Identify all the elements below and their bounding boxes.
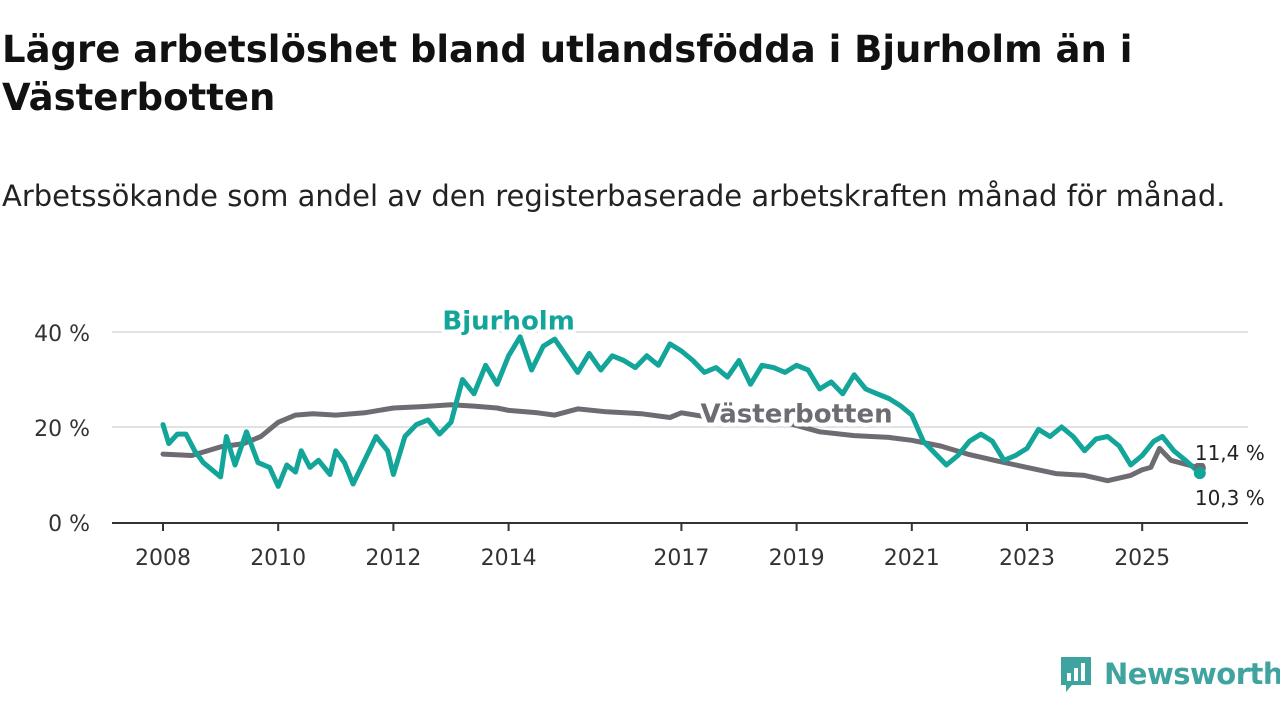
series-label-västerbotten: Västerbotten	[701, 399, 893, 429]
series-lines	[160, 334, 1206, 489]
end-label-halo: 11,4 %	[1195, 441, 1265, 465]
x-tick-label: 2025	[1114, 546, 1170, 571]
x-tick-label: 2012	[365, 546, 421, 571]
newsworthy-logo-text: Newsworthy	[1104, 657, 1280, 691]
x-tick-label: 2014	[481, 546, 537, 571]
end-label-västerbotten: 11,4 %	[1195, 441, 1265, 465]
x-tick-label: 2017	[653, 546, 709, 571]
series-line-bjurholm	[160, 334, 1203, 489]
chart-title: Lägre arbetslöshet bland utlandsfödda i …	[2, 28, 1133, 119]
y-tick-label: 40 %	[34, 322, 90, 347]
x-tick-label: 2019	[769, 546, 825, 571]
end-label-bjurholm: 10,3 %	[1195, 486, 1265, 510]
series-label-halo: Bjurholm	[442, 307, 574, 337]
series-label-halo: Västerbotten	[701, 399, 893, 429]
series-labels: BjurholmBjurholmVästerbottenVästerbotten…	[438, 303, 1267, 513]
newsworthy-logo: Newsworthy	[1058, 654, 1280, 694]
axes: 0 % 20 % 40 % 2008 2010 2012 2014 2017 2019 2021 2…	[34, 322, 1248, 571]
x-tick-label: 2008	[135, 546, 191, 571]
y-tick-label: 20 %	[34, 417, 90, 442]
end-point-bjurholm	[1193, 467, 1206, 480]
end-label-halo: 10,3 %	[1195, 486, 1265, 510]
y-tick-label: 0 %	[48, 512, 90, 537]
series-label-bjurholm: Bjurholm	[442, 307, 574, 337]
x-tick-label: 2010	[250, 546, 306, 571]
series-line-västerbotten	[160, 402, 1203, 484]
chart-subtitle: Arbetssökande som andel av den registerb…	[2, 179, 1226, 213]
x-tick-label: 2021	[884, 546, 940, 571]
newsworthy-logo-icon	[1061, 657, 1091, 692]
line-chart: 0 % 20 % 40 % 2008 2010 2012 2014 2017 2019 2021 2…	[34, 303, 1267, 571]
x-tick-label: 2023	[999, 546, 1055, 571]
